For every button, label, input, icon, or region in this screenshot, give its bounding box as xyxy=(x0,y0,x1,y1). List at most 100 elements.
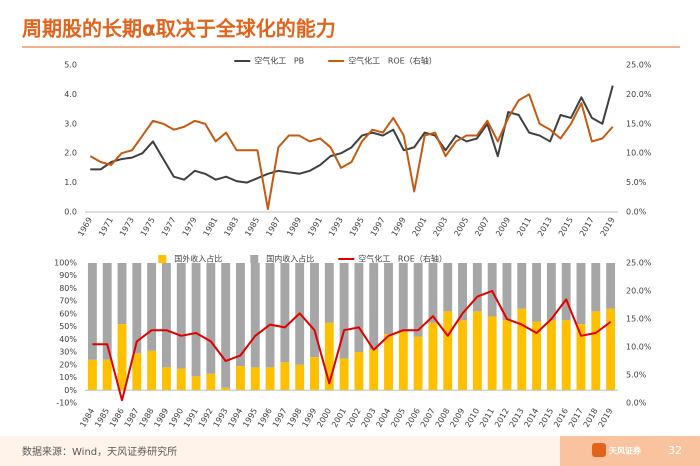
bar xyxy=(576,263,586,325)
bar xyxy=(295,364,305,391)
bar xyxy=(576,324,586,391)
x-tick-label: 1997 xyxy=(369,216,387,238)
source-note: 数据来源：Wind，天风证券研究所 xyxy=(22,445,177,458)
logo-icon xyxy=(592,443,606,457)
bar xyxy=(591,311,601,391)
x-tick-label: 1995 xyxy=(348,216,366,238)
bar xyxy=(487,263,497,317)
x-tick-label: 1989 xyxy=(285,216,303,238)
y2-tick-label: 25.0% xyxy=(626,259,652,268)
bar xyxy=(132,263,142,354)
footer-accent xyxy=(560,436,700,466)
y-tick-label: 80% xyxy=(59,284,77,293)
legend-label: 空气化工 PB xyxy=(254,56,304,66)
y-tick-label: 0.0 xyxy=(64,208,77,217)
bar xyxy=(591,263,601,312)
x-tick-label: 1985 xyxy=(243,216,261,238)
bar xyxy=(87,263,97,360)
bar xyxy=(176,368,186,391)
x-tick-label: 2003 xyxy=(431,216,449,238)
bar xyxy=(398,263,408,332)
bar xyxy=(280,362,290,391)
x-tick-label: 2005 xyxy=(452,216,470,238)
bar xyxy=(428,322,438,391)
y-tick-label: 50% xyxy=(59,322,77,331)
bar xyxy=(265,263,275,368)
x-tick-label: 2019 xyxy=(599,216,617,238)
bar xyxy=(132,353,142,391)
x-tick-label: 1979 xyxy=(181,216,199,238)
legend-label: 空气化工 ROE（右轴） xyxy=(358,254,447,264)
bar xyxy=(221,263,231,388)
bar xyxy=(472,311,482,391)
y-tick-label: 3.0 xyxy=(64,119,77,128)
x-tick-label: 2009 xyxy=(494,216,512,238)
x-tick-label: 1999 xyxy=(390,216,408,238)
x-tick-label: 2007 xyxy=(473,216,491,238)
bar xyxy=(502,320,512,391)
bar xyxy=(102,359,112,391)
x-tick-label: 1991 xyxy=(306,216,324,238)
bar xyxy=(117,263,127,325)
legend-swatch xyxy=(250,255,259,263)
bar xyxy=(191,376,201,391)
bar xyxy=(147,263,157,351)
bar xyxy=(147,350,157,391)
y-tick-label: 30% xyxy=(59,348,77,357)
bar xyxy=(413,263,423,337)
bar xyxy=(443,263,453,312)
y-tick-label: 5.0 xyxy=(64,61,77,70)
y-tick-label: 2.0 xyxy=(64,149,77,158)
x-tick-label: 2015 xyxy=(557,216,575,238)
x-tick-label: 1977 xyxy=(160,216,178,238)
bar xyxy=(206,373,216,391)
y2-tick-label: 15.0% xyxy=(626,315,652,324)
x-tick-label: 2001 xyxy=(411,216,429,238)
bar xyxy=(472,263,482,312)
bar xyxy=(236,263,245,367)
bar xyxy=(428,263,438,323)
y-tick-label: 70% xyxy=(59,297,77,306)
bar xyxy=(561,320,571,391)
x-tick-label: 1981 xyxy=(202,216,220,238)
x-tick-label: 2013 xyxy=(536,216,554,238)
y2-tick-label: 10.0% xyxy=(626,343,652,352)
page-number: 32 xyxy=(668,444,682,457)
x-tick-label: 2017 xyxy=(578,216,596,238)
bar xyxy=(324,322,334,391)
bar xyxy=(102,263,112,360)
y-tick-label: 20% xyxy=(59,360,77,369)
bar xyxy=(398,331,408,391)
bar xyxy=(532,263,542,322)
bar xyxy=(265,367,275,391)
bar xyxy=(502,263,512,321)
y2-tick-label: 5.0% xyxy=(626,371,647,380)
bar xyxy=(191,263,201,377)
bar xyxy=(413,336,423,391)
legend-label: 空气化工 ROE（右轴） xyxy=(348,56,437,66)
y-tick-label: 4.0 xyxy=(64,90,77,99)
legend-label: 国外收入占比 xyxy=(174,254,222,264)
bar xyxy=(443,311,453,391)
x-tick-label: 1993 xyxy=(327,216,345,238)
bar xyxy=(250,263,260,368)
bar xyxy=(310,357,319,391)
bar xyxy=(206,263,216,374)
x-tick-label: 1983 xyxy=(222,216,240,238)
bar xyxy=(546,263,556,321)
line xyxy=(89,93,614,211)
legend-swatch xyxy=(158,255,167,263)
x-tick-label: 2019 xyxy=(597,407,615,429)
y2-tick-label: 20.0% xyxy=(626,90,652,99)
bar xyxy=(324,263,334,323)
bar xyxy=(384,263,393,335)
y-tick-label: 10% xyxy=(59,373,77,382)
y-tick-label: 100% xyxy=(54,259,77,268)
bar xyxy=(117,324,127,391)
bar xyxy=(339,263,349,359)
bar xyxy=(176,263,186,369)
bar xyxy=(369,263,379,350)
bar xyxy=(384,334,393,391)
bar xyxy=(339,358,349,391)
